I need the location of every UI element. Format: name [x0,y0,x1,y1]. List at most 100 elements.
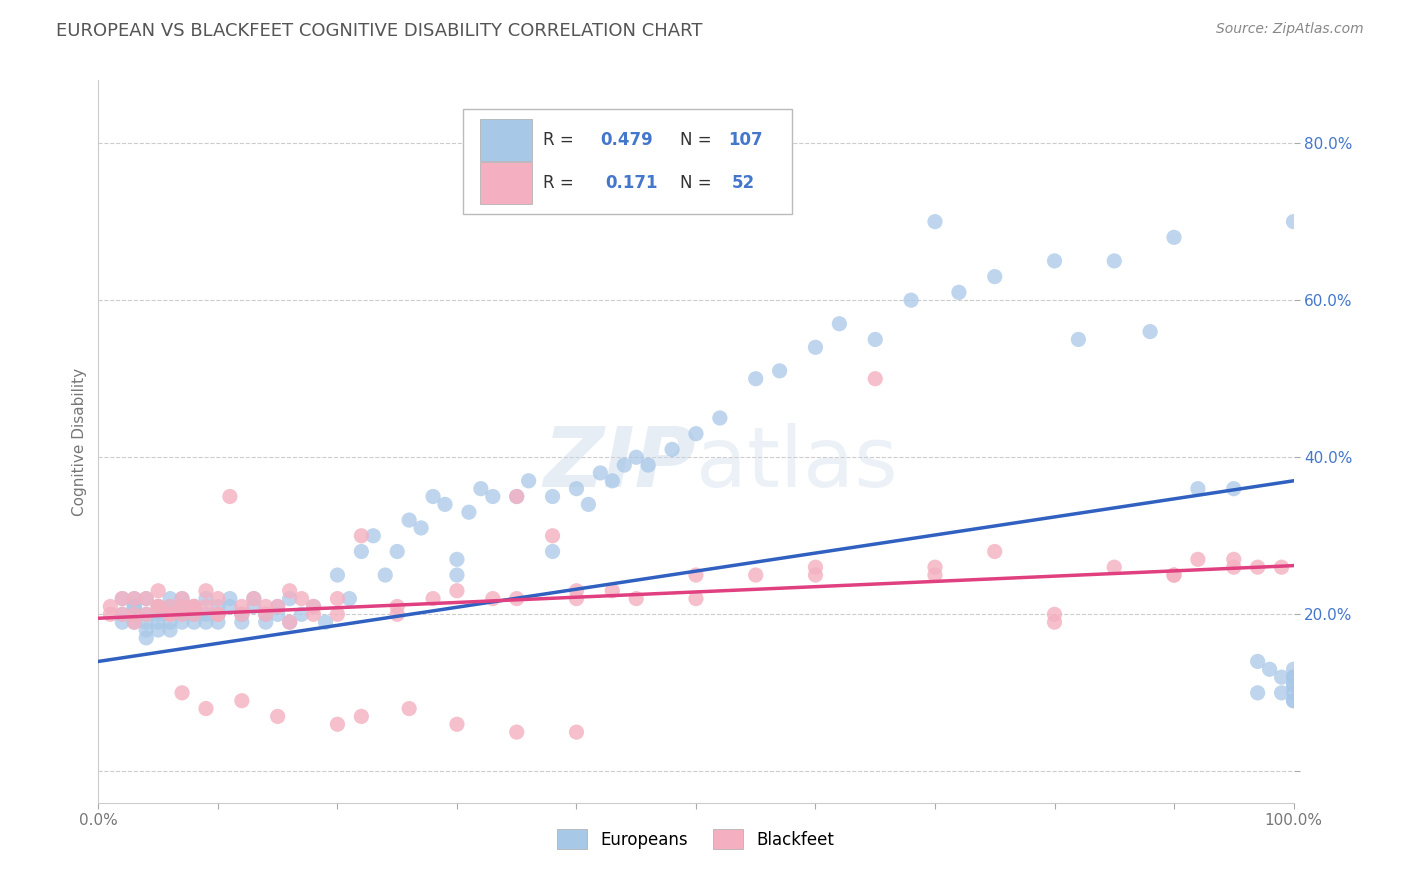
Legend: Europeans, Blackfeet: Europeans, Blackfeet [551,822,841,856]
Point [745,568,768,582]
Point [159,623,181,637]
Point [195,591,218,606]
Point [589,466,612,480]
Point [195,599,218,614]
Point [865,333,887,347]
Point [207,599,229,614]
Point [602,583,624,598]
Point [135,623,157,637]
Point [565,725,588,739]
Point [565,591,588,606]
Point [350,544,373,558]
Point [172,615,194,630]
Point [159,591,181,606]
Point [267,607,290,622]
Point [278,615,301,630]
Point [1067,333,1090,347]
Point [159,599,181,614]
Point [804,560,827,574]
Point [685,591,707,606]
Point [159,607,181,622]
Point [98,607,122,622]
Point [195,583,218,598]
Point [148,607,170,622]
Point [434,497,457,511]
Point [385,607,409,622]
Point [231,607,253,622]
Point [135,615,157,630]
Point [135,607,157,622]
Point [111,591,134,606]
Point [924,568,946,582]
Point [506,591,529,606]
Point [315,615,337,630]
Point [1271,560,1294,574]
Point [148,599,170,614]
Point [458,505,481,519]
Point [626,450,648,465]
Point [326,717,349,731]
Text: 0.479: 0.479 [600,131,654,149]
Point [1043,615,1066,630]
Point [1223,560,1246,574]
Point [446,552,468,566]
Point [1223,552,1246,566]
Point [948,285,970,300]
Point [148,583,170,598]
Point [1282,694,1305,708]
Point [124,591,146,606]
Point [148,615,170,630]
Point [984,269,1007,284]
Point [506,725,529,739]
Point [98,599,122,614]
Point [1104,560,1126,574]
Text: R =: R = [543,131,579,149]
Point [541,544,564,558]
Point [578,497,600,511]
Text: ZIP: ZIP [543,423,696,504]
Point [267,599,290,614]
Point [1104,253,1126,268]
Point [183,599,205,614]
Text: 0.171: 0.171 [605,174,658,192]
Point [124,599,146,614]
Point [481,591,505,606]
Point [1282,670,1305,684]
Point [1187,482,1209,496]
Point [326,568,349,582]
Point [326,607,349,622]
Point [768,364,790,378]
Point [254,615,277,630]
Point [207,607,229,622]
Point [207,615,229,630]
Point [111,591,134,606]
Point [506,490,529,504]
FancyBboxPatch shape [479,120,533,161]
Point [422,591,444,606]
Point [231,694,253,708]
Point [541,529,564,543]
Point [291,591,314,606]
Point [231,615,253,630]
Y-axis label: Cognitive Disability: Cognitive Disability [72,368,87,516]
Point [278,583,301,598]
Point [1247,655,1270,669]
Point [124,615,146,630]
Point [291,607,314,622]
Point [172,591,194,606]
Point [243,599,266,614]
Point [1282,678,1305,692]
Point [1187,552,1209,566]
Point [219,591,242,606]
Point [124,615,146,630]
Point [385,544,409,558]
Point [1163,568,1185,582]
Point [804,340,827,354]
Text: N =: N = [681,174,723,192]
Text: N =: N = [681,131,717,149]
Point [243,591,266,606]
Point [124,607,146,622]
Point [135,631,157,645]
Point [565,482,588,496]
Point [267,599,290,614]
